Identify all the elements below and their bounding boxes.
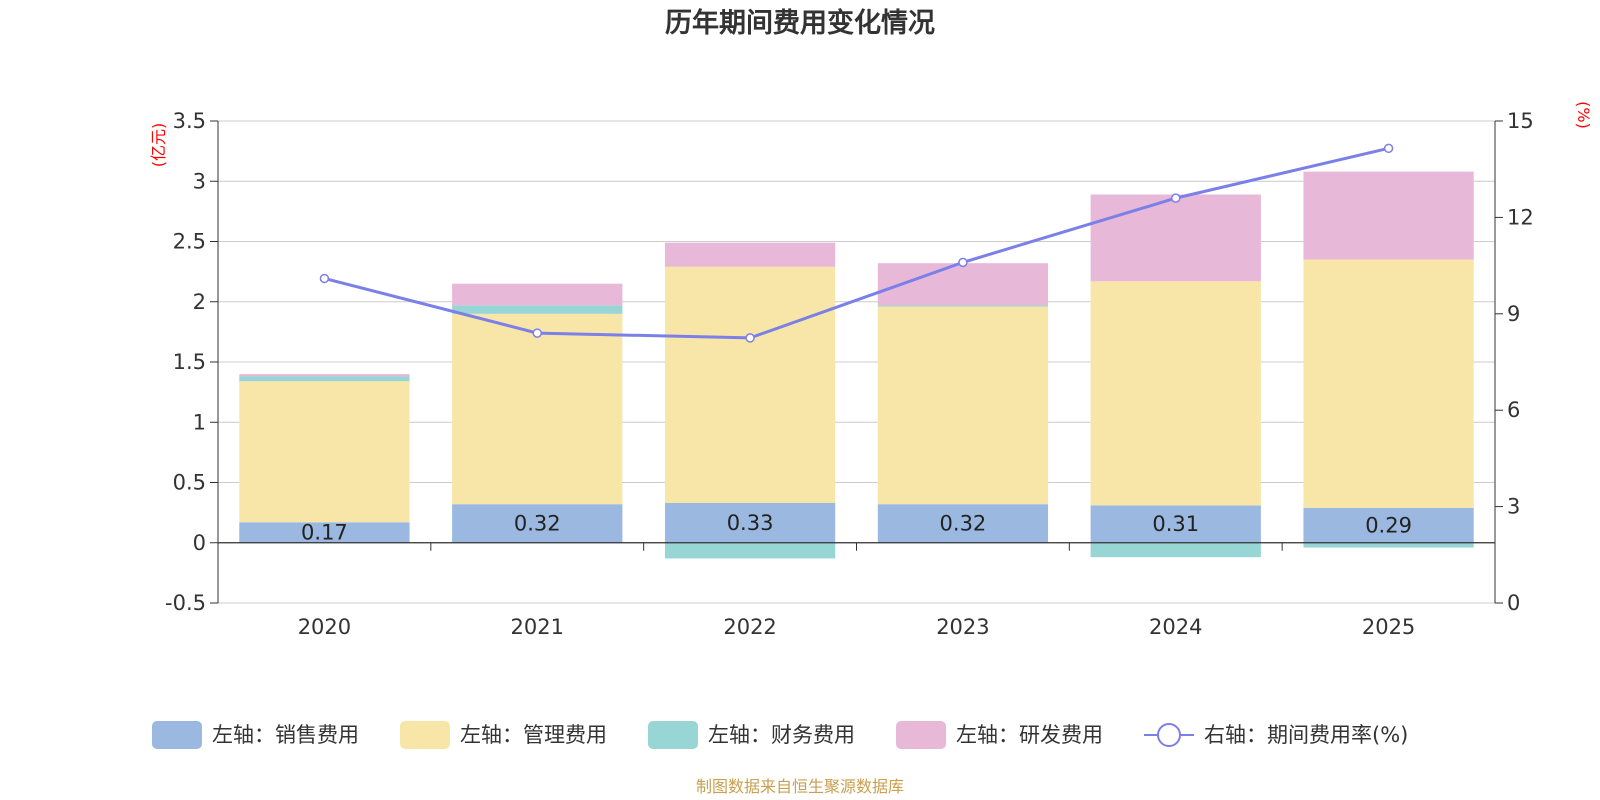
bar-2022-series-3 (664, 242, 836, 267)
bar-2023-series-3 (877, 263, 1049, 306)
chart-title: 历年期间费用变化情况 (665, 7, 935, 39)
x-tick-label: 2025 (1362, 615, 1415, 639)
right-tick-label: 3 (1507, 495, 1520, 519)
legend-label-0[interactable]: 左轴：销售费用 (212, 723, 359, 747)
legend-label-3[interactable]: 左轴：研发费用 (956, 723, 1103, 747)
right-tick-label: 15 (1507, 109, 1534, 133)
source-note: 制图数据来自恒生聚源数据库 (696, 777, 904, 796)
bar-2024-series-2 (1090, 542, 1261, 558)
bar-data-label: 0.17 (301, 521, 348, 545)
right-tick-label: 12 (1507, 205, 1534, 229)
bar-data-label: 0.32 (514, 511, 561, 535)
x-tick-label: 2021 (511, 615, 564, 639)
bar-2024-series-1 (1090, 281, 1261, 506)
left-tick-label: 1.5 (173, 350, 206, 374)
bar-2025-series-2 (1303, 542, 1474, 548)
expense-rate-point-2025 (1383, 143, 1394, 154)
left-axis-unit: (亿元) (149, 123, 168, 168)
left-tick-label: 3.5 (173, 109, 206, 133)
bar-data-label: 0.32 (940, 511, 987, 535)
left-tick-label: 0 (193, 531, 206, 555)
bar-2021-series-1 (452, 313, 623, 505)
axes: -0.5 0 0.5 1 1.5 2 2.5 3 3.5 0 3 6 9 12 15 2020 2021 2022… (165, 109, 1534, 639)
left-tick-label: 2 (193, 290, 206, 314)
bar-layer: 0.17 0.32 0.33 0.32 0.31 0.29 (239, 171, 1474, 559)
legend-label-1[interactable]: 左轴：管理费用 (460, 723, 607, 747)
bar-2023-series-0 (877, 504, 1049, 543)
legend-swatch-marker[interactable] (1157, 723, 1181, 747)
bar-2023-series-2 (877, 305, 1049, 307)
expense-rate-point-2022 (745, 333, 755, 343)
left-tick-label: 2.5 (173, 230, 206, 254)
right-tick-label: 0 (1507, 591, 1520, 615)
x-tick-label: 2022 (723, 615, 776, 639)
right-axis-unit: (%) (1574, 101, 1593, 129)
expense-rate-point-2020 (319, 273, 330, 284)
bar-data-label: 0.33 (727, 511, 774, 535)
bar-data-label: 0.31 (1152, 512, 1199, 536)
bar-2022-series-1 (664, 266, 836, 503)
bar-2021-series-0 (452, 504, 623, 543)
bar-2020-series-1 (239, 381, 410, 523)
expense-rate-point-2023 (958, 257, 968, 268)
bar-2022-series-2 (664, 542, 836, 559)
legend-swatch-1[interactable] (400, 721, 450, 749)
bar-2020-series-3 (239, 374, 410, 377)
expense-rate-point-2021 (532, 328, 542, 338)
bar-2025-series-1 (1303, 259, 1474, 508)
bar-data-label: 0.29 (1365, 513, 1412, 537)
legend-swatch-2[interactable] (648, 721, 698, 749)
expense-rate-point-2024 (1171, 193, 1181, 203)
line-layer (319, 143, 1394, 343)
legend-label-2[interactable]: 左轴：财务费用 (708, 723, 855, 747)
left-tick-label: -0.5 (165, 591, 206, 615)
x-tick-label: 2020 (298, 615, 351, 639)
bar-2020-series-0 (239, 522, 410, 543)
bar-2022-series-0 (664, 502, 836, 543)
x-tick-label: 2023 (936, 615, 989, 639)
legend-swatch-0[interactable] (152, 721, 202, 749)
legend: 左轴：销售费用 左轴：管理费用 左轴：财务费用 左轴：研发费用 右轴：期间费用率(%) (152, 721, 1408, 749)
bar-2020-series-2 (239, 376, 410, 382)
bar-2025-series-3 (1303, 171, 1474, 260)
bar-2021-series-3 (452, 283, 623, 306)
legend-swatch-3[interactable] (896, 721, 946, 749)
bar-2024-series-3 (1090, 194, 1261, 282)
bar-2024-series-0 (1090, 505, 1261, 543)
x-tick-label: 2024 (1149, 615, 1202, 639)
right-tick-label: 9 (1507, 302, 1520, 326)
left-tick-label: 0.5 (173, 471, 206, 495)
left-tick-label: 3 (193, 169, 206, 193)
bar-2021-series-2 (452, 305, 623, 314)
expense-rate-line (324, 146, 1389, 340)
legend-label-4[interactable]: 右轴：期间费用率(%) (1204, 723, 1408, 747)
bar-2023-series-1 (877, 306, 1049, 505)
right-tick-label: 6 (1507, 398, 1520, 422)
bar-2025-series-0 (1303, 507, 1474, 543)
left-tick-label: 1 (193, 410, 206, 434)
